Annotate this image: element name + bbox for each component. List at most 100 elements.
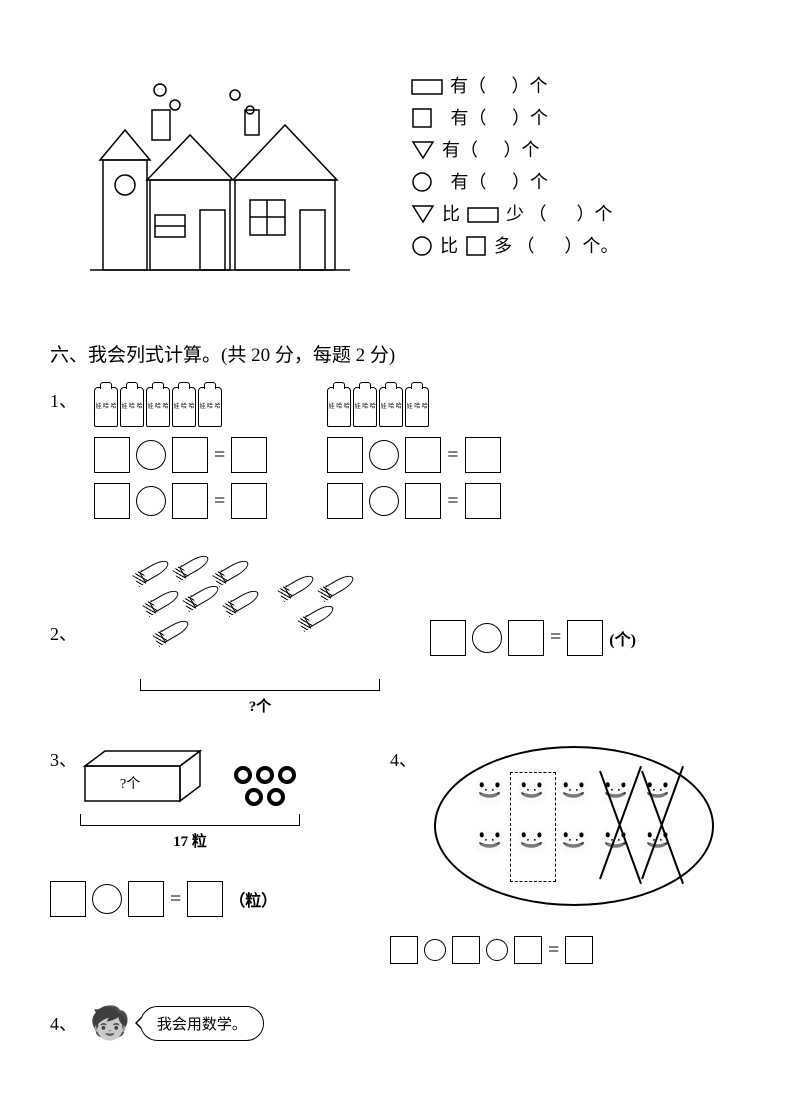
q-text: ）个 — [577, 198, 613, 230]
problem-1: 1、 娃 哈 哈 娃 哈 哈 娃 哈 哈 娃 哈 哈 娃 哈 哈 = — [50, 387, 739, 519]
answer-box[interactable] — [567, 620, 603, 656]
bottle-icon: 娃 哈 哈 — [94, 387, 118, 427]
answer-box[interactable] — [94, 483, 130, 519]
equation-row: = — [390, 936, 714, 964]
speech-bubble: 我会用数学。 — [140, 1006, 264, 1041]
answer-box[interactable] — [50, 881, 86, 917]
character-icon: 🧒 — [90, 1004, 130, 1042]
q-triangle-vs-rect: 比 少 （ ）个 — [410, 198, 619, 230]
section-6-title: 六、我会列式计算。(共 20 分，每题 2 分) — [50, 340, 739, 367]
q-text: ）个 — [504, 134, 540, 166]
q-text: 有（ — [450, 70, 486, 102]
q-triangle-count: 有（ ）个 — [410, 134, 619, 166]
equals-sign: = — [548, 939, 559, 962]
answer-box[interactable] — [172, 483, 208, 519]
answer-box[interactable] — [405, 437, 441, 473]
problem-4-number: 4、 — [390, 746, 430, 772]
frog-icon: 🐸 — [556, 778, 592, 824]
q-text: 有（ — [442, 134, 478, 166]
operator-circle[interactable] — [136, 440, 166, 470]
operator-circle[interactable] — [424, 939, 446, 961]
answer-box[interactable] — [128, 881, 164, 917]
q-rect-count: 有（ ）个 — [410, 70, 619, 102]
bottle-icon: 娃 哈 哈 — [146, 387, 170, 427]
carrot-icon — [179, 552, 211, 577]
problem-2-number: 2、 — [50, 620, 90, 646]
problem-3-number: 3、 — [50, 746, 80, 772]
equation-row: = — [327, 483, 500, 519]
problem-1-right: 娃 哈 哈 娃 哈 哈 娃 哈 哈 娃 哈 哈 = = — [327, 387, 500, 519]
problems-3-4-row: 3、 ?个 — [50, 746, 739, 964]
answer-box[interactable] — [187, 881, 223, 917]
answer-box[interactable] — [94, 437, 130, 473]
donut-icon — [245, 788, 263, 806]
donuts-group — [230, 766, 300, 806]
q-square-count: 有（ ）个 — [410, 102, 619, 134]
bracket-icon — [140, 679, 380, 691]
carrot-icon — [139, 557, 171, 582]
answer-box[interactable] — [327, 437, 363, 473]
carrot-icon — [324, 572, 356, 597]
donut-icon — [234, 766, 252, 784]
answer-box[interactable] — [514, 936, 542, 964]
frogs-grid: 🐸 🐸 🐸 🐸 🐸 🐸 🐸 🐸 🐸 🐸 — [472, 778, 676, 874]
problem-3: 3、 ?个 — [50, 746, 350, 917]
bottle-icon: 娃 哈 哈 — [353, 387, 377, 427]
problem-1-number: 1、 — [50, 387, 90, 413]
bracket-label: ?个 — [130, 695, 390, 716]
bracket-icon — [80, 814, 300, 826]
carrots-illustration: ?个 — [130, 549, 390, 716]
q-text: ）个 — [512, 70, 548, 102]
q-text: 有（ — [451, 166, 487, 198]
answer-box[interactable] — [465, 483, 501, 519]
operator-circle[interactable] — [486, 939, 508, 961]
oval-frame: 🐸 🐸 🐸 🐸 🐸 🐸 🐸 🐸 🐸 🐸 — [434, 746, 714, 906]
carrot-icon — [159, 617, 191, 642]
frog-icon: 🐸 — [556, 828, 592, 874]
bottles-group-4: 娃 哈 哈 娃 哈 哈 娃 哈 哈 娃 哈 哈 — [327, 387, 500, 427]
problem-4b: 4、 🧒 我会用数学。 — [50, 1004, 739, 1042]
carrot-icon — [284, 572, 316, 597]
answer-box[interactable] — [508, 620, 544, 656]
q-text: ）个 — [512, 102, 548, 134]
equals-sign: = — [447, 490, 458, 513]
operator-circle[interactable] — [369, 440, 399, 470]
answer-box[interactable] — [327, 483, 363, 519]
shape-count-questions: 有（ ）个 有（ ）个 有（ ）个 有（ ）个 比 — [410, 70, 619, 262]
answer-box[interactable] — [231, 437, 267, 473]
box-3d-icon: ?个 — [80, 746, 210, 806]
operator-circle[interactable] — [136, 486, 166, 516]
operator-circle[interactable] — [472, 623, 502, 653]
unit-label: (个) — [609, 626, 636, 650]
answer-box[interactable] — [405, 483, 441, 519]
frog-icon: 🐸 — [472, 778, 508, 824]
equation-row: = — [94, 437, 267, 473]
equation-row: = (个) — [430, 620, 636, 656]
operator-circle[interactable] — [369, 486, 399, 516]
donut-icon — [256, 766, 274, 784]
problem-1-left: 娃 哈 哈 娃 哈 哈 娃 哈 哈 娃 哈 哈 娃 哈 哈 = — [94, 387, 267, 519]
answer-box[interactable] — [172, 437, 208, 473]
q-text: 有（ — [451, 102, 487, 134]
carrot-icon — [304, 602, 336, 627]
bottle-icon: 娃 哈 哈 — [198, 387, 222, 427]
equation-row: = — [327, 437, 500, 473]
section-5-shapes: 有（ ）个 有（ ）个 有（ ）个 有（ ）个 比 — [50, 60, 739, 320]
equals-sign: = — [214, 490, 225, 513]
answer-box[interactable] — [565, 936, 593, 964]
bottle-icon: 娃 哈 哈 — [120, 387, 144, 427]
answer-box[interactable] — [465, 437, 501, 473]
answer-box[interactable] — [452, 936, 480, 964]
equals-sign: = — [447, 444, 458, 467]
answer-box[interactable] — [390, 936, 418, 964]
bottle-icon: 娃 哈 哈 — [327, 387, 351, 427]
q-mid: 比 — [440, 230, 458, 262]
answer-box[interactable] — [231, 483, 267, 519]
operator-circle[interactable] — [92, 884, 122, 914]
equation-row: = （粒） — [50, 881, 350, 917]
carrot-icon — [189, 582, 221, 607]
answer-box[interactable] — [430, 620, 466, 656]
carrot-icon — [219, 557, 251, 582]
q-circle-count: 有（ ）个 — [410, 166, 619, 198]
equals-sign: = — [170, 888, 181, 911]
